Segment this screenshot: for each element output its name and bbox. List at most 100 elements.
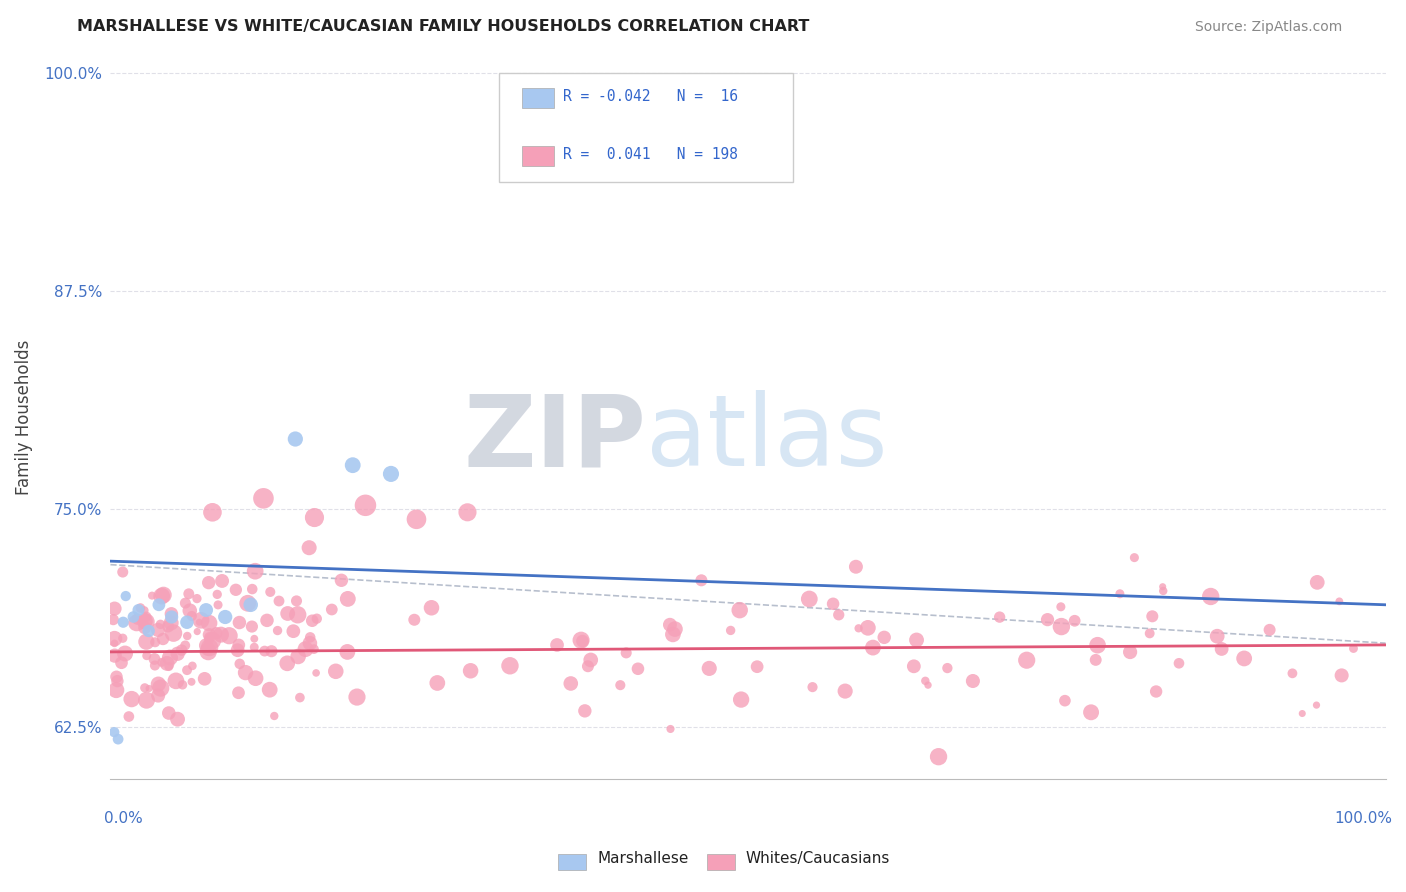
Point: [574, 704, 596, 718]
Point: [135, 693, 157, 707]
Point: [302, 642, 325, 657]
Point: [426, 676, 449, 690]
Point: [305, 665, 328, 680]
Point: [1015, 653, 1038, 667]
Point: [150, 589, 173, 603]
Point: [118, 709, 141, 723]
Point: [294, 642, 316, 657]
Point: [138, 624, 160, 638]
Point: [176, 615, 198, 630]
Point: [745, 659, 768, 673]
Point: [856, 621, 879, 635]
Point: [105, 683, 128, 698]
Point: [179, 604, 201, 618]
Point: [243, 640, 266, 655]
Point: [160, 607, 183, 621]
Point: [228, 638, 250, 652]
Point: [228, 686, 250, 700]
Point: [207, 587, 229, 601]
Point: [928, 749, 950, 764]
Point: [177, 587, 200, 601]
Point: [658, 617, 681, 632]
Point: [103, 636, 125, 650]
Point: [211, 574, 233, 588]
Text: R =  0.041   N = 198: R = 0.041 N = 198: [564, 147, 738, 161]
Point: [135, 615, 157, 629]
FancyBboxPatch shape: [499, 73, 793, 182]
Point: [111, 632, 134, 646]
Text: R = -0.042   N =  16: R = -0.042 N = 16: [564, 89, 738, 103]
Point: [1152, 583, 1174, 598]
Point: [141, 589, 163, 603]
Point: [218, 629, 240, 643]
Text: 100.0%: 100.0%: [1334, 811, 1392, 826]
Point: [799, 592, 821, 607]
Point: [152, 588, 174, 602]
Point: [135, 634, 157, 648]
Point: [277, 607, 299, 621]
Point: [148, 598, 170, 612]
Point: [135, 610, 157, 624]
Point: [209, 627, 232, 641]
Point: [214, 610, 236, 624]
Point: [198, 615, 221, 630]
Point: [336, 645, 359, 659]
Point: [160, 615, 183, 630]
Point: [103, 601, 125, 615]
Point: [1281, 666, 1303, 681]
Point: [201, 633, 224, 648]
Point: [138, 681, 160, 696]
Point: [201, 505, 224, 519]
Point: [1053, 694, 1076, 708]
Point: [301, 614, 323, 628]
Point: [198, 631, 221, 645]
Point: [728, 603, 751, 617]
Point: [456, 505, 478, 519]
Point: [181, 659, 204, 673]
Point: [195, 639, 218, 653]
Point: [834, 684, 856, 698]
Point: [197, 644, 219, 658]
Point: [240, 582, 263, 596]
Point: [336, 591, 359, 606]
Point: [127, 612, 149, 626]
Point: [690, 574, 713, 588]
Point: [298, 636, 321, 650]
Point: [176, 629, 198, 643]
Point: [240, 619, 263, 633]
Point: [103, 725, 125, 739]
Text: atlas: atlas: [645, 391, 887, 487]
Point: [225, 582, 247, 597]
Point: [107, 674, 129, 689]
Point: [107, 732, 129, 747]
Point: [252, 491, 274, 506]
Point: [1036, 613, 1059, 627]
Text: Marshallese: Marshallese: [598, 852, 689, 866]
Point: [125, 615, 148, 630]
FancyBboxPatch shape: [522, 87, 554, 108]
Point: [936, 661, 959, 675]
Point: [321, 602, 343, 616]
Point: [104, 648, 127, 663]
Point: [134, 621, 156, 635]
Point: [159, 650, 181, 665]
Point: [1080, 706, 1102, 720]
Point: [143, 658, 166, 673]
Point: [110, 656, 132, 670]
Point: [253, 644, 276, 658]
Point: [285, 594, 308, 608]
Point: [546, 638, 568, 652]
Point: [1084, 653, 1107, 667]
Point: [267, 594, 290, 608]
Point: [298, 541, 321, 555]
Point: [905, 632, 928, 647]
Point: [342, 458, 364, 473]
Point: [239, 598, 262, 612]
Point: [1291, 706, 1313, 721]
Point: [174, 596, 197, 610]
Point: [235, 665, 257, 680]
Point: [354, 499, 377, 513]
Point: [256, 613, 278, 627]
Point: [287, 649, 309, 664]
FancyBboxPatch shape: [522, 145, 554, 166]
